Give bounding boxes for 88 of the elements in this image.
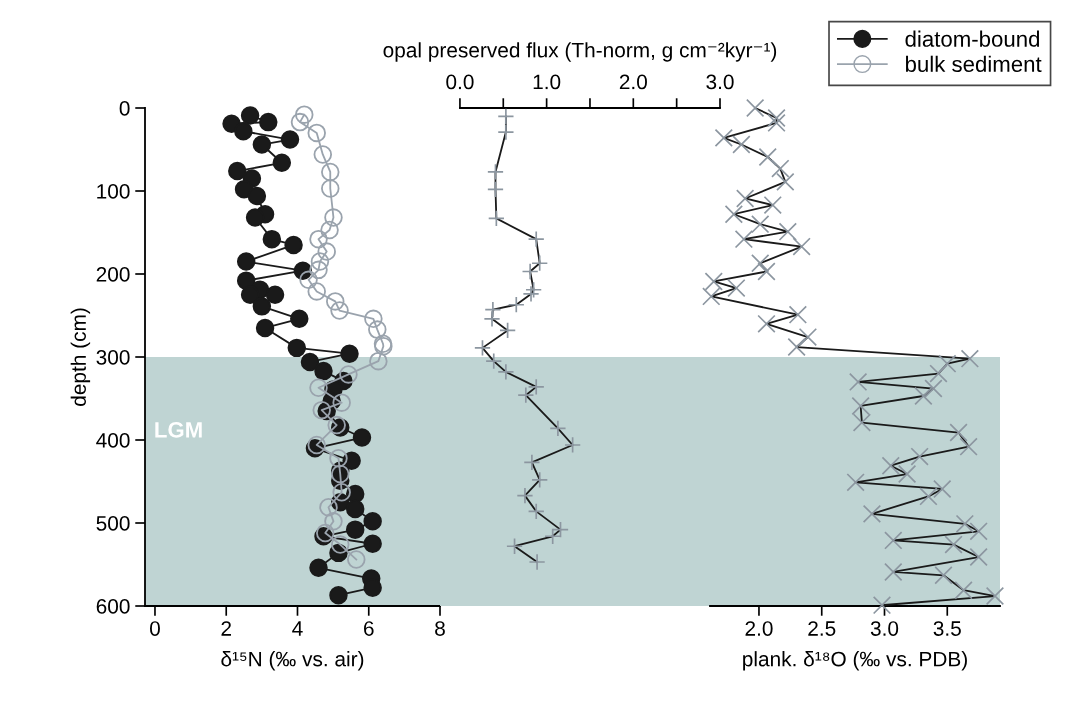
y-tick-label: 500 xyxy=(96,516,130,531)
x-tick-label: 4 xyxy=(292,621,303,636)
x-tick-label: 1.0 xyxy=(533,74,561,90)
point xyxy=(280,130,300,149)
point xyxy=(290,112,310,132)
point xyxy=(321,162,340,182)
point xyxy=(369,351,388,371)
x-tick-label: 2.0 xyxy=(619,74,647,90)
point xyxy=(368,320,387,339)
legend-label: diatom-bound xyxy=(905,30,1040,47)
x-axis-title: opal preserved flux (Th-norm, g cm⁻²kyr⁻¹) xyxy=(383,42,777,62)
point xyxy=(314,361,333,381)
point xyxy=(309,558,328,578)
legend-label: bulk sediment xyxy=(906,55,1042,73)
point xyxy=(345,520,365,539)
point xyxy=(309,260,328,280)
point xyxy=(309,378,328,397)
point xyxy=(310,252,330,271)
point xyxy=(364,309,383,329)
point xyxy=(262,229,282,249)
point xyxy=(309,229,328,249)
point xyxy=(245,208,265,227)
point xyxy=(240,285,260,304)
point xyxy=(332,483,351,502)
point xyxy=(290,309,309,329)
point xyxy=(331,464,350,484)
x-tick-label: 2 xyxy=(221,621,231,636)
band-label: LGM xyxy=(155,421,202,438)
point xyxy=(287,338,307,358)
point xyxy=(339,365,358,384)
point xyxy=(330,301,349,320)
point xyxy=(272,153,292,173)
point xyxy=(265,285,285,304)
x-tick-label: 3.0 xyxy=(706,74,734,90)
x-tick-label: 8 xyxy=(435,621,445,636)
y-tick-label: 600 xyxy=(96,599,130,614)
point xyxy=(324,512,343,531)
point xyxy=(284,235,303,255)
point xyxy=(326,292,345,311)
x-tick-label: 6 xyxy=(364,621,374,636)
point xyxy=(307,282,326,301)
point xyxy=(331,535,350,554)
point xyxy=(307,123,326,143)
point xyxy=(340,344,359,363)
point xyxy=(307,435,326,455)
point xyxy=(317,242,336,261)
y-axis-title: depth (cm) xyxy=(70,308,91,406)
point xyxy=(252,297,272,316)
point xyxy=(352,428,372,447)
point xyxy=(234,122,253,141)
point xyxy=(316,523,335,543)
point xyxy=(327,415,346,435)
y-tick-label: 100 xyxy=(97,184,130,199)
y-tick-label: 300 xyxy=(96,350,130,365)
y-tick-label: 0 xyxy=(119,101,130,116)
point xyxy=(363,534,382,553)
x-tick-label: 0 xyxy=(150,621,160,636)
x-axis-title: plank. δ¹⁸O (‰ vs. PDB) xyxy=(743,651,967,671)
x-tick-label: 3.0 xyxy=(870,621,899,636)
point xyxy=(247,186,267,206)
y-tick-label: 200 xyxy=(96,267,130,282)
point xyxy=(321,179,340,198)
point xyxy=(300,352,320,372)
point xyxy=(236,252,256,271)
point xyxy=(312,400,331,420)
point xyxy=(363,512,382,531)
point xyxy=(347,550,366,569)
point xyxy=(259,112,278,132)
point xyxy=(252,135,272,154)
point xyxy=(313,145,333,164)
y-tick-label: 400 xyxy=(96,433,130,448)
point xyxy=(324,208,343,227)
point xyxy=(332,393,351,412)
x-tick-label: 0.0 xyxy=(446,74,474,90)
x-tick-label: 2.0 xyxy=(745,621,773,636)
point xyxy=(255,318,275,338)
point xyxy=(319,497,338,517)
x-axis-title: δ¹⁵N (‰ vs. air) xyxy=(221,651,364,671)
point xyxy=(295,105,314,124)
point xyxy=(329,585,348,605)
point xyxy=(345,499,365,519)
point xyxy=(240,106,260,125)
point xyxy=(320,220,339,240)
point xyxy=(329,449,348,468)
x-tick-label: 3.5 xyxy=(933,621,961,636)
x-tick-label: 2.5 xyxy=(808,621,836,636)
point xyxy=(228,161,247,181)
point xyxy=(299,270,318,290)
